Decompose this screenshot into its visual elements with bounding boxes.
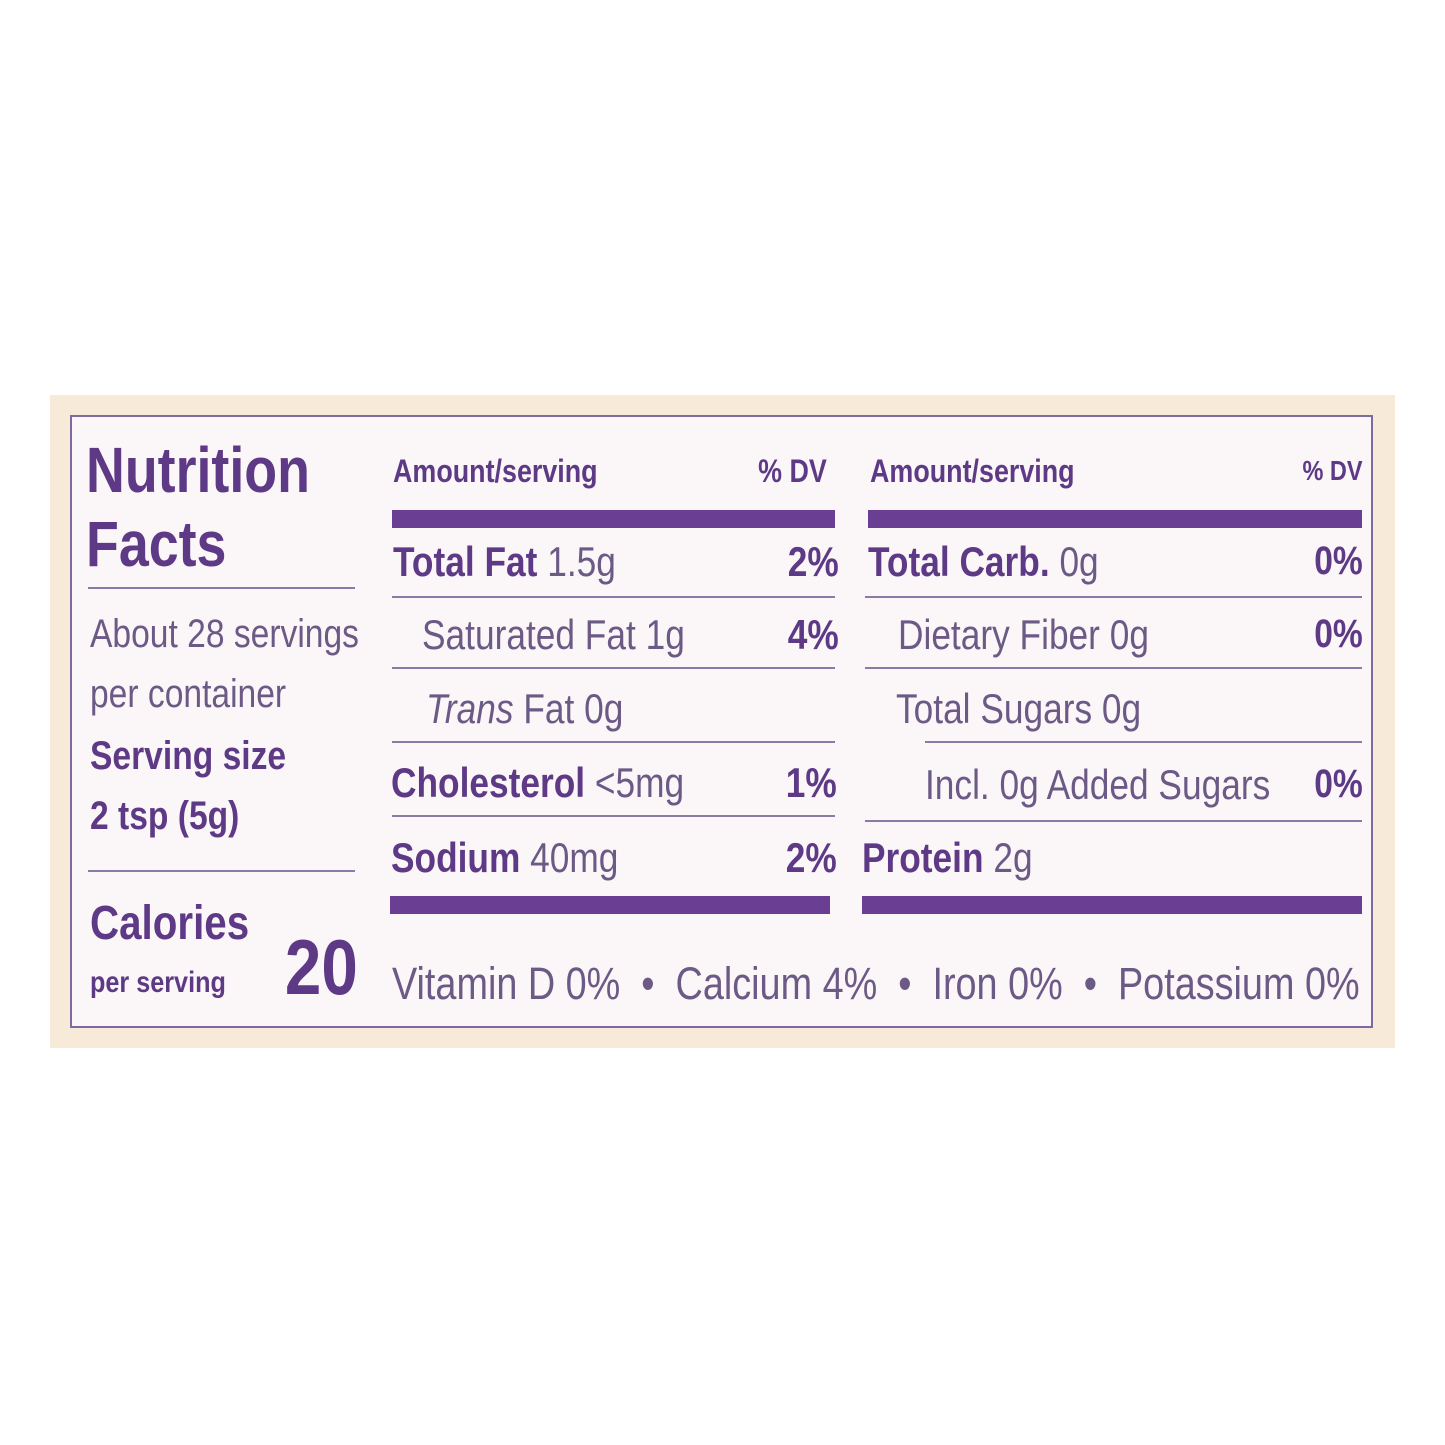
title: Facts bbox=[86, 508, 227, 580]
nutrient-dv: Calcium 4% bbox=[675, 958, 878, 1009]
nutrient-dv: Iron 0% bbox=[932, 958, 1063, 1009]
nutrient-dv: Vitamin D 0% bbox=[392, 958, 621, 1009]
header: % DV bbox=[1302, 455, 1363, 486]
dv: 0% bbox=[1314, 612, 1363, 656]
dv: 0% bbox=[1314, 762, 1363, 806]
amount: 0g bbox=[1059, 538, 1099, 585]
calories-label: Calories bbox=[90, 897, 250, 950]
title: Nutrition bbox=[86, 434, 310, 506]
row: Cholesterol <5mg bbox=[391, 762, 684, 804]
rule bbox=[865, 596, 1362, 598]
dv: 4% bbox=[788, 611, 839, 658]
rule bbox=[392, 815, 835, 817]
serving-size-label: Serving size bbox=[90, 734, 287, 778]
nutrient-dv: Potassium 0% bbox=[1117, 958, 1360, 1009]
dv: 2% bbox=[786, 834, 837, 881]
nutrient: Saturated Fat bbox=[422, 611, 636, 658]
rule bbox=[865, 667, 1362, 669]
nutrient: Cholesterol bbox=[391, 759, 586, 806]
dv: 0% bbox=[1314, 539, 1363, 583]
row: Total Sugars 0g bbox=[896, 688, 1141, 730]
header: % DV bbox=[758, 453, 827, 489]
dv: 2% bbox=[788, 538, 839, 585]
thick-bar bbox=[392, 510, 835, 528]
row: Protein 2g bbox=[862, 837, 1033, 879]
thick-bar bbox=[868, 510, 1362, 528]
amount: 40mg bbox=[530, 834, 619, 881]
rule bbox=[865, 820, 1362, 822]
rule bbox=[88, 870, 355, 872]
amount: 0g bbox=[584, 685, 624, 732]
serving-size-value: 2 tsp (5g) bbox=[90, 794, 240, 838]
servings: About 28 servings bbox=[90, 612, 359, 656]
rule bbox=[392, 596, 835, 598]
row: Total Carb. 0g bbox=[868, 541, 1099, 583]
nutrient: Dietary Fiber bbox=[898, 611, 1100, 658]
thick-bar bbox=[862, 896, 1362, 914]
amount: <5mg bbox=[594, 759, 685, 806]
nutrient: Total Fat bbox=[393, 538, 538, 585]
rule bbox=[392, 667, 835, 669]
header: Amount/serving bbox=[393, 453, 598, 489]
servings: per container bbox=[90, 672, 287, 716]
dv: 1% bbox=[786, 759, 837, 806]
thick-bar bbox=[390, 896, 830, 914]
nutrient: Sodium bbox=[391, 834, 521, 881]
nutrient: Incl. 0g Added Sugars bbox=[925, 761, 1271, 808]
row: Dietary Fiber 0g bbox=[898, 614, 1149, 656]
nutrient-italic: Trans bbox=[426, 685, 514, 732]
rule bbox=[392, 741, 835, 743]
calories-note: per serving bbox=[90, 966, 226, 999]
row: Total Fat 1.5g bbox=[393, 541, 616, 583]
amount: 1g bbox=[645, 611, 685, 658]
calories-value: 20 bbox=[285, 923, 358, 1011]
label-panel bbox=[70, 415, 1373, 1028]
row: Saturated Fat 1g bbox=[422, 614, 685, 656]
amount: 0g bbox=[1109, 611, 1149, 658]
nutrient: Fat bbox=[523, 685, 575, 732]
rule bbox=[88, 587, 355, 589]
row: Sodium 40mg bbox=[391, 837, 618, 879]
header: Amount/serving bbox=[870, 453, 1075, 489]
rule bbox=[925, 741, 1362, 743]
nutrient: Total Carb. bbox=[868, 538, 1050, 585]
amount: 1.5g bbox=[547, 538, 616, 585]
nutrient: Total Sugars bbox=[896, 685, 1093, 732]
amount: 2g bbox=[993, 834, 1033, 881]
amount: 0g bbox=[1101, 685, 1142, 732]
footnote: Vitamin D 0% • Calcium 4% • Iron 0% • Po… bbox=[392, 958, 1360, 1009]
nutrient: Protein bbox=[862, 834, 984, 881]
row: Trans Fat 0g bbox=[426, 688, 623, 730]
